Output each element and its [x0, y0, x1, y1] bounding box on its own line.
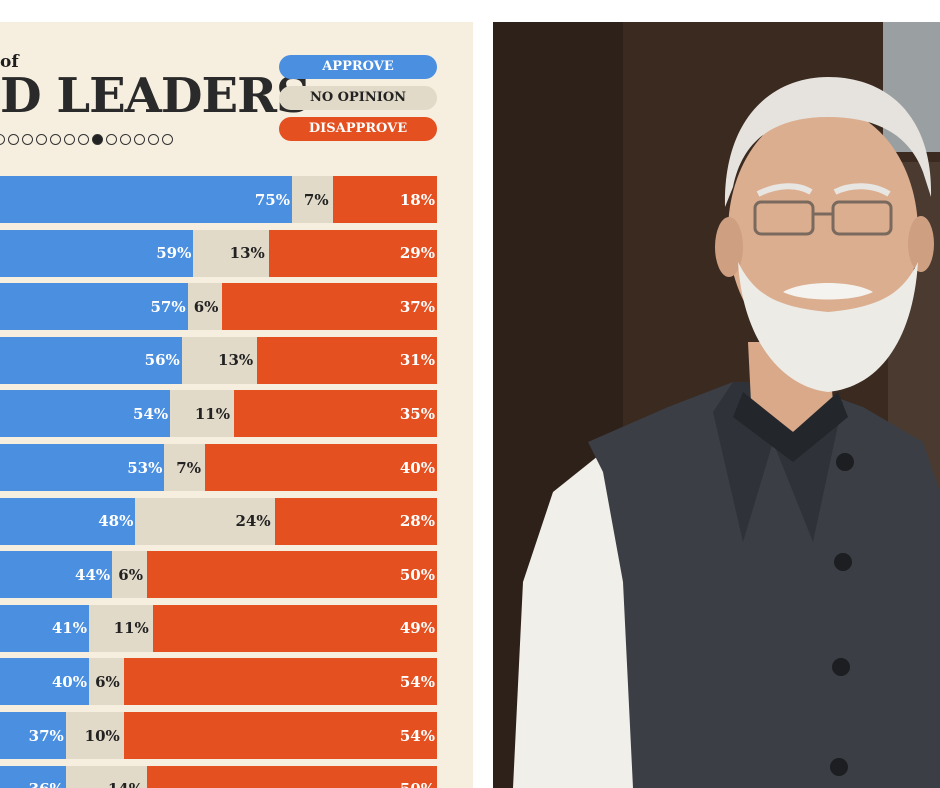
- data-label-disapprove: 37%: [399, 297, 435, 316]
- bar-disapprove: [222, 283, 437, 331]
- chart-title-fragment: of: [0, 52, 19, 72]
- bar-approve: [0, 712, 66, 759]
- legend-disapprove: DISAPPROVE: [279, 117, 437, 141]
- bars-area: 75% 7% 18% 59% 13% 29% 57% 6% 37% 56% 13% 31% 54% 11%…: [0, 22, 473, 788]
- data-label-no-opinion: 24%: [235, 512, 271, 531]
- data-label-disapprove: 50%: [399, 565, 435, 584]
- data-label-disapprove: 40%: [399, 458, 435, 477]
- data-label-disapprove: 54%: [399, 672, 435, 691]
- pagination-dot: [134, 133, 145, 145]
- data-label-no-opinion: 11%: [194, 404, 230, 423]
- pagination-dots: [0, 131, 173, 147]
- bar-disapprove: [257, 336, 437, 384]
- data-label-no-opinion: 7%: [303, 190, 329, 209]
- pagination-dot: [106, 133, 117, 145]
- data-label-approve: 57%: [150, 297, 186, 316]
- bar-no-opinion: [181, 336, 258, 384]
- bar-no-opinion: [135, 497, 275, 545]
- data-label-approve: 36%: [4, 779, 64, 788]
- bar-approve: [0, 444, 165, 491]
- data-label-approve: 56%: [144, 351, 180, 370]
- approval-chart-panel: of D LEADERS APPROVE NO OPINION DISAPPRO…: [0, 22, 473, 788]
- data-label-approve: 75%: [254, 190, 290, 209]
- legend-approve: APPROVE: [279, 55, 437, 79]
- bar-no-opinion: [89, 658, 124, 706]
- pagination-dot: [148, 133, 159, 145]
- bar-no-opinion: [292, 176, 333, 223]
- data-label-disapprove: 50%: [375, 779, 435, 788]
- bar-approve: [0, 390, 171, 438]
- data-label-no-opinion: 6%: [95, 672, 120, 691]
- data-label-approve: 40%: [51, 672, 87, 691]
- data-label-no-opinion: 7%: [176, 458, 201, 477]
- portrait-illustration: [493, 22, 940, 788]
- pagination-dot: [162, 133, 173, 145]
- data-label-approve: 48%: [98, 512, 134, 531]
- bar-approve: [0, 229, 194, 277]
- bar-approve: [0, 765, 66, 788]
- bar-disapprove: [234, 390, 437, 438]
- portrait-photo: [493, 22, 940, 788]
- bar-approve: [0, 604, 89, 652]
- bar-no-opinion: [65, 765, 147, 788]
- data-label-no-opinion: 13%: [229, 244, 265, 263]
- data-label-approve: 54%: [133, 404, 169, 423]
- bar-disapprove: [152, 604, 437, 652]
- pagination-dot: [78, 133, 89, 145]
- pagination-dot: [22, 133, 33, 145]
- bar-disapprove: [123, 658, 437, 706]
- bar-no-opinion: [170, 390, 234, 438]
- bar-approve: [0, 283, 188, 331]
- data-label-approve: 44%: [75, 565, 111, 584]
- legend-no-opinion: NO OPINION: [279, 86, 437, 110]
- pagination-dot: [92, 133, 103, 145]
- bar-approve: [0, 336, 182, 384]
- bar-disapprove: [205, 444, 437, 491]
- bar-approve: [0, 551, 113, 599]
- chart-title: D LEADERS: [0, 68, 311, 124]
- data-label-no-opinion: 10%: [84, 726, 120, 745]
- bar-disapprove: [147, 551, 437, 599]
- data-label-approve: 53%: [127, 458, 163, 477]
- bar-no-opinion: [89, 604, 153, 652]
- pagination-dot: [120, 133, 131, 145]
- bar-disapprove: [268, 229, 437, 277]
- bar-disapprove: [274, 497, 437, 545]
- data-label-disapprove: 18%: [399, 190, 435, 209]
- pagination-dot: [64, 133, 75, 145]
- pagination-dot: [8, 133, 19, 145]
- bar-no-opinion: [112, 551, 147, 599]
- bar-approve: [0, 176, 292, 223]
- data-label-disapprove: 49%: [399, 619, 435, 638]
- bar-approve: [0, 658, 89, 706]
- data-label-no-opinion: 13%: [218, 351, 254, 370]
- data-label-disapprove: 54%: [399, 726, 435, 745]
- data-label-disapprove: 28%: [399, 512, 435, 531]
- data-label-approve: 59%: [156, 244, 192, 263]
- data-label-no-opinion: 14%: [83, 779, 143, 788]
- bar-disapprove: [332, 176, 437, 223]
- data-label-no-opinion: 11%: [113, 619, 149, 638]
- data-label-disapprove: 31%: [399, 351, 435, 370]
- pagination-dot: [0, 133, 5, 145]
- bar-no-opinion: [164, 444, 205, 491]
- pagination-dot: [36, 133, 47, 145]
- bar-disapprove: [147, 765, 437, 788]
- data-label-disapprove: 29%: [399, 244, 435, 263]
- bar-disapprove: [123, 712, 437, 759]
- bar-no-opinion: [187, 283, 223, 331]
- data-label-no-opinion: 6%: [193, 297, 219, 316]
- pagination-dot: [50, 133, 61, 145]
- data-label-disapprove: 35%: [399, 404, 435, 423]
- bar-no-opinion: [193, 229, 269, 277]
- bar-no-opinion: [65, 712, 124, 759]
- data-label-approve: 41%: [51, 619, 87, 638]
- data-label-approve: 37%: [28, 726, 64, 745]
- bar-approve: [0, 497, 136, 545]
- data-label-no-opinion: 6%: [118, 565, 143, 584]
